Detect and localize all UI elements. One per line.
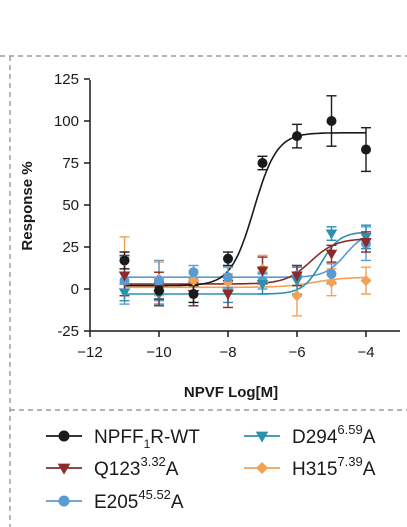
legend-label-e205: E20545.52A	[94, 487, 184, 513]
legend-marker-e205	[58, 495, 70, 507]
x-tick-label: −12	[77, 344, 102, 361]
fit-curve-q123	[124, 238, 367, 285]
legend-item-e205: E20545.52A	[46, 487, 184, 513]
data-point-e205	[223, 272, 233, 283]
data-point-d294	[256, 279, 269, 290]
y-tick-label: -25	[57, 323, 79, 340]
data-point-q123	[222, 290, 234, 301]
fit-curve-wt	[124, 132, 366, 287]
y-tick-label: 25	[62, 239, 79, 256]
legend-marker-h315	[255, 461, 269, 475]
legend-label-d294: D2946.59A	[292, 422, 376, 448]
legend-label-wt: NPFF1R-WT	[94, 427, 200, 451]
data-point-wt	[292, 131, 302, 142]
data-point-wt	[154, 285, 164, 296]
fit-curve-h315	[124, 276, 367, 289]
fit-curve-d294	[124, 231, 367, 295]
fit-curve-e205	[124, 236, 367, 278]
x-tick-label: −4	[357, 344, 374, 361]
data-point-wt	[361, 144, 371, 155]
y-tick-label: 100	[54, 113, 79, 130]
legend-item-wt: NPFF1R-WT	[46, 427, 200, 451]
y-ticks: -25 0 25 50 75 100 125	[54, 71, 90, 340]
y-axis-title: Response %	[19, 161, 36, 250]
plot-area: -25 0 25 50 75 100 125 −12 −10 −8 −6 −4	[54, 71, 400, 361]
data-point-q123	[256, 266, 269, 277]
x-tick-label: −8	[219, 344, 236, 361]
legend-item-h315: H3157.39A	[244, 454, 376, 480]
data-point-d294	[291, 276, 303, 287]
data-points	[118, 116, 372, 302]
data-point-d294	[325, 229, 338, 240]
legend-label-q123: Q1233.32A	[94, 454, 179, 480]
data-point-wt	[188, 289, 199, 300]
data-point-wt	[326, 116, 337, 126]
x-axis-title: NPVF Log[M]	[184, 384, 278, 401]
data-point-q123	[291, 271, 303, 282]
legend-item-d294: D2946.59A	[244, 422, 376, 448]
data-point-wt	[257, 158, 268, 168]
legend-item-q123: Q1233.32A	[46, 454, 179, 480]
legend-marker-d294	[255, 431, 269, 443]
legend: NPFF1R-WT Q1233.32A E20545.52A D2946.59A H31…	[46, 422, 376, 513]
legend-label-h315: H3157.39A	[292, 454, 376, 480]
panel-borders	[0, 55, 407, 527]
legend-marker-wt	[58, 430, 70, 442]
x-tick-label: −10	[146, 344, 171, 361]
data-point-h315	[326, 276, 337, 288]
data-point-e205	[154, 275, 164, 286]
data-point-e205	[188, 267, 199, 278]
y-tick-label: 75	[62, 155, 79, 172]
data-point-q123	[360, 237, 372, 248]
y-tick-label: 0	[71, 281, 79, 298]
data-point-h315	[188, 275, 199, 287]
data-point-q123	[325, 249, 338, 260]
data-point-wt	[119, 255, 130, 266]
y-tick-label: 125	[54, 71, 79, 88]
legend-marker-q123	[57, 463, 71, 475]
data-point-d294	[118, 288, 131, 299]
data-point-h315	[360, 275, 372, 287]
x-ticks: −12 −10 −8 −6 −4	[77, 331, 375, 361]
data-point-h315	[291, 290, 303, 302]
data-point-q123	[118, 271, 131, 282]
data-point-e205	[326, 268, 337, 279]
x-tick-label: −6	[288, 344, 305, 361]
data-point-wt	[223, 253, 233, 264]
data-point-d294	[360, 232, 372, 243]
fit-curves	[124, 132, 367, 295]
y-tick-label: 50	[62, 197, 79, 214]
